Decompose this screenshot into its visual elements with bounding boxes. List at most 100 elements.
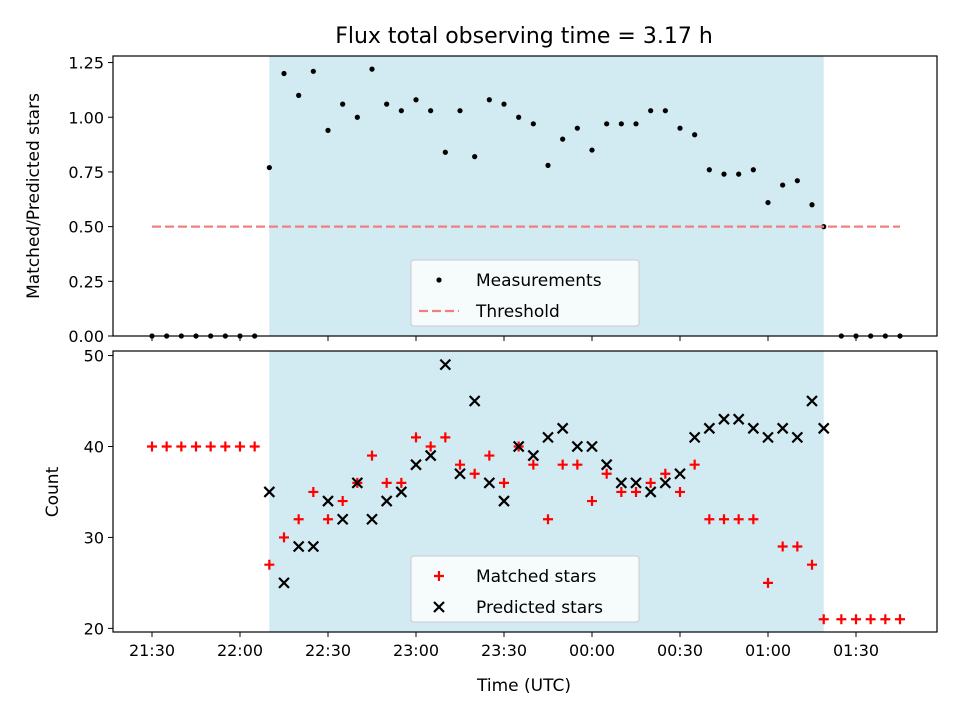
matched-star-point — [572, 459, 583, 470]
predicted-star-point — [703, 422, 716, 435]
matched-star-point — [469, 468, 480, 479]
matched-star-point — [851, 614, 861, 625]
matched-star-point — [587, 496, 597, 507]
predicted-star-point — [380, 495, 393, 507]
matched-star-point — [719, 514, 729, 525]
predicted-star-point — [542, 431, 554, 444]
legend-swatch — [433, 601, 445, 613]
matched-star-point — [748, 514, 759, 525]
legend-label: Threshold — [475, 302, 560, 322]
predicted-star-point — [776, 422, 789, 435]
predicted-star-point — [615, 477, 628, 489]
plot-frame — [112, 350, 938, 633]
matched-star-point — [865, 614, 876, 625]
predicted-star-point — [527, 449, 540, 462]
matched-star-point — [381, 477, 392, 488]
x-tick-label: 23:00 — [393, 641, 439, 660]
plot-frame — [112, 55, 938, 337]
predicted-star-point — [630, 477, 642, 489]
matched-star-point — [323, 514, 333, 525]
matched-star-point — [220, 441, 231, 452]
measurement-point — [604, 121, 610, 127]
measurement-point — [750, 167, 756, 173]
x-tick-label: 00:30 — [657, 641, 703, 660]
predicted-star-point — [688, 431, 701, 444]
measurement-point — [721, 171, 727, 177]
bottom-y-axis-label: Count — [43, 466, 63, 517]
matched-star-point — [616, 486, 627, 497]
measurement-point — [413, 97, 419, 103]
predicted-star-point — [747, 422, 760, 435]
matched-star-point — [293, 514, 304, 525]
matched-star-point — [396, 477, 407, 488]
matched-star-point — [660, 468, 671, 479]
x-tick-label: 01:00 — [745, 641, 791, 660]
predicted-star-point — [762, 431, 774, 444]
predicted-star-point — [292, 540, 305, 553]
measurement-point — [618, 121, 624, 127]
y-tick-label: 20 — [84, 619, 104, 638]
measurement-point — [530, 121, 536, 127]
predicted-star-point — [498, 495, 510, 507]
y-tick-label: 0.00 — [68, 327, 104, 346]
predicted-star-point — [571, 440, 584, 453]
measurement-point — [765, 199, 771, 206]
matched-star-point — [411, 432, 421, 443]
measurement-point — [780, 182, 786, 188]
predicted-star-point — [718, 413, 730, 425]
predicted-star-point — [817, 422, 830, 435]
matched-star-point — [249, 441, 260, 452]
matched-star-point — [704, 514, 715, 525]
predicted-star-point — [395, 486, 408, 498]
bottom-panel: Count Time (UTC) 20 30 40 50 21:30 22:00 22:30… — [43, 347, 938, 696]
measurement-point — [662, 108, 668, 114]
predicted-star-point — [468, 395, 481, 407]
matched-star-point — [205, 441, 216, 452]
measurement-point — [677, 125, 683, 131]
predicted-star-point — [600, 458, 613, 471]
y-tick-label: 1.25 — [68, 54, 104, 73]
matched-star-point — [367, 450, 377, 461]
y-tick-label: 50 — [84, 347, 104, 366]
predicted-star-point — [336, 513, 349, 526]
predicted-star-point — [424, 449, 437, 462]
matched-star-point — [308, 486, 319, 497]
measurement-point — [281, 70, 287, 77]
y-tick-label: 0.75 — [68, 163, 104, 182]
x-tick-label: 22:00 — [217, 641, 263, 660]
matched-star-point — [455, 459, 465, 470]
x-tick-label: 00:00 — [569, 641, 615, 660]
measurement-point — [794, 178, 800, 184]
predicted-star-point — [410, 458, 422, 471]
matched-star-point — [689, 459, 700, 470]
matched-star-point — [763, 577, 773, 588]
legend-label: Matched stars — [476, 567, 596, 587]
predicted-star-point — [791, 431, 804, 444]
predicted-star-point — [439, 358, 452, 371]
measurement-point — [486, 97, 492, 103]
measurement-point — [501, 101, 507, 107]
x-axis-label: Time (UTC) — [476, 676, 571, 696]
x-tick-label: 22:30 — [305, 641, 351, 660]
predicted-star-point — [556, 422, 569, 435]
predicted-star-point — [806, 395, 818, 407]
matched-star-point — [777, 541, 788, 552]
matched-star-point — [645, 477, 656, 488]
matched-star-point — [836, 614, 847, 625]
predicted-star-point — [586, 440, 598, 453]
x-tick-label: 23:30 — [481, 641, 527, 660]
measurement-point — [296, 92, 302, 98]
measurement-point — [809, 202, 815, 208]
matched-star-point — [528, 459, 539, 470]
y-tick-label: 0.50 — [68, 218, 104, 237]
measurement-point — [369, 66, 375, 72]
matched-star-point — [176, 441, 187, 452]
matched-star-point — [191, 441, 201, 452]
predicted-star-point — [307, 540, 320, 553]
predicted-star-point — [278, 577, 290, 589]
measurement-point — [516, 114, 522, 120]
y-tick-label: 0.25 — [68, 272, 104, 291]
predicted-star-point — [483, 477, 496, 489]
matched-star-point — [792, 541, 803, 552]
